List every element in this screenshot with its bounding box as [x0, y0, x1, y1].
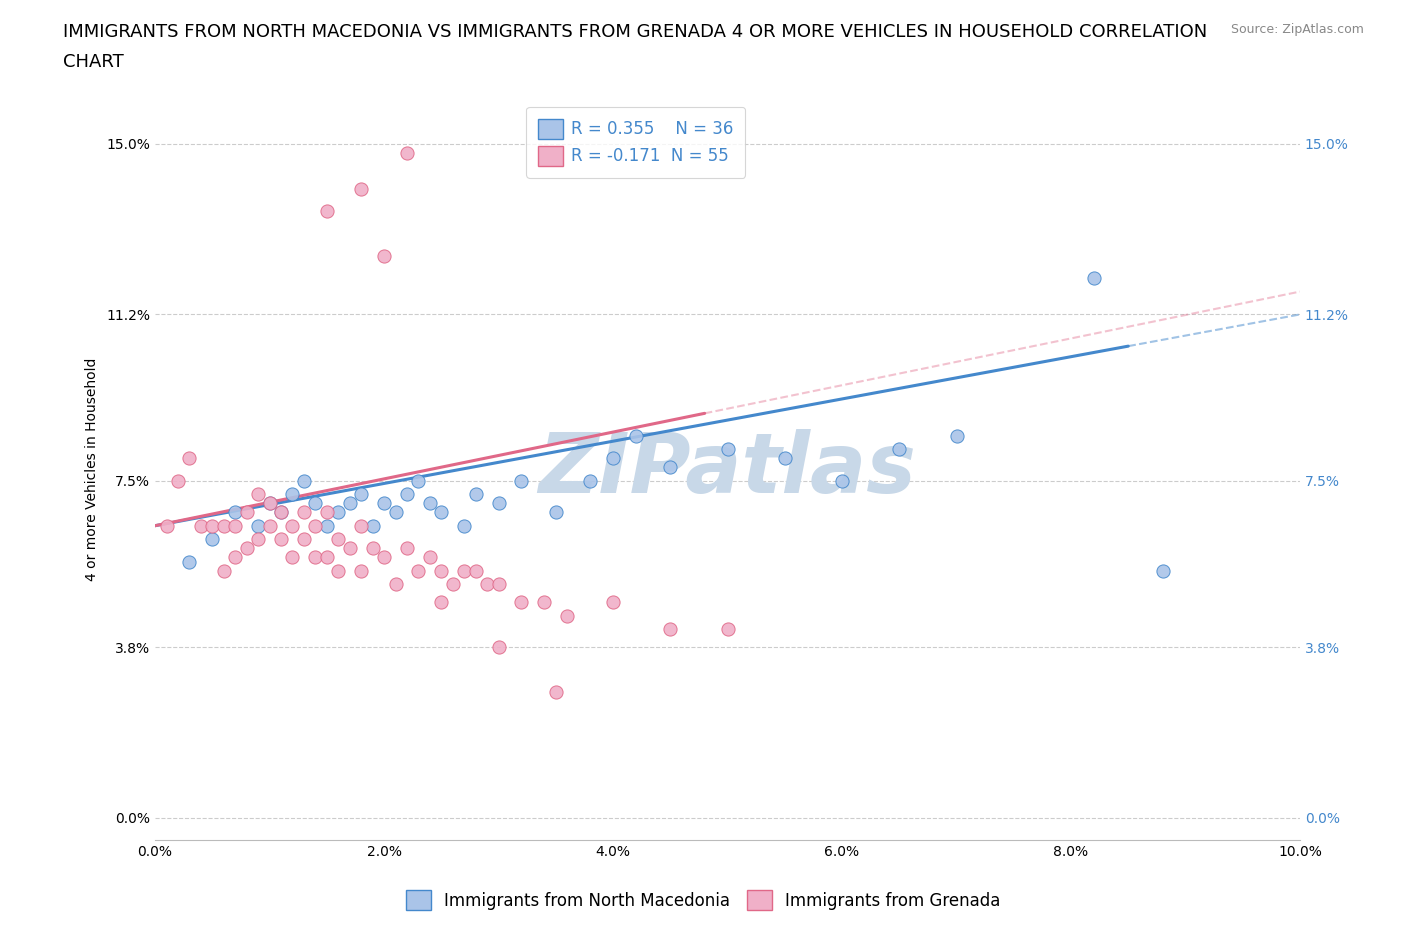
Point [259, 496, 281, 511]
Y-axis label: 4 or more Vehicles in Household: 4 or more Vehicles in Household [86, 358, 100, 581]
Point [201, 532, 224, 547]
Point [212, 518, 235, 533]
Point [373, 496, 395, 511]
Point [361, 540, 384, 555]
Point [659, 621, 682, 636]
Point [281, 550, 304, 565]
Point [350, 564, 373, 578]
Point [488, 577, 510, 591]
Point [315, 204, 337, 219]
Point [167, 473, 190, 488]
Point [350, 181, 373, 196]
Point [315, 518, 337, 533]
Point [304, 518, 326, 533]
Point [602, 451, 624, 466]
Point [624, 429, 647, 444]
Point [281, 486, 304, 501]
Point [384, 577, 406, 591]
Point [259, 496, 281, 511]
Point [361, 518, 384, 533]
Point [408, 473, 430, 488]
Point [453, 518, 475, 533]
Point [224, 550, 246, 565]
Point [292, 505, 315, 520]
Point [510, 473, 533, 488]
Point [488, 640, 510, 655]
Point [602, 594, 624, 609]
Point [945, 429, 967, 444]
Point [831, 473, 853, 488]
Point [247, 518, 270, 533]
Point [544, 684, 567, 699]
Point [328, 564, 350, 578]
Point [441, 577, 464, 591]
Point [373, 248, 395, 263]
Point [292, 532, 315, 547]
Point [889, 442, 911, 457]
Point [716, 442, 738, 457]
Point [304, 496, 326, 511]
Point [224, 505, 246, 520]
Point [430, 594, 453, 609]
Text: Source: ZipAtlas.com: Source: ZipAtlas.com [1230, 23, 1364, 36]
Point [408, 564, 430, 578]
Point [328, 505, 350, 520]
Point [555, 608, 578, 623]
Point [475, 577, 498, 591]
Legend: R = 0.355    N = 36, R = -0.171  N = 55: R = 0.355 N = 36, R = -0.171 N = 55 [526, 107, 745, 178]
Point [292, 473, 315, 488]
Point [259, 518, 281, 533]
Point [395, 145, 418, 160]
Point [544, 505, 567, 520]
Point [533, 594, 555, 609]
Point [659, 459, 682, 474]
Text: CHART: CHART [63, 53, 124, 71]
Point [224, 518, 246, 533]
Point [270, 532, 292, 547]
Point [453, 564, 475, 578]
Point [190, 518, 212, 533]
Text: ZIPatlas: ZIPatlas [538, 429, 917, 510]
Point [339, 496, 361, 511]
Point [304, 550, 326, 565]
Point [373, 550, 395, 565]
Point [488, 496, 510, 511]
Point [1152, 564, 1174, 578]
Legend: Immigrants from North Macedonia, Immigrants from Grenada: Immigrants from North Macedonia, Immigra… [399, 884, 1007, 917]
Point [270, 505, 292, 520]
Point [328, 532, 350, 547]
Point [179, 554, 201, 569]
Point [464, 564, 486, 578]
Point [716, 621, 738, 636]
Point [395, 486, 418, 501]
Point [350, 486, 373, 501]
Point [201, 518, 224, 533]
Point [430, 564, 453, 578]
Point [247, 532, 270, 547]
Point [179, 451, 201, 466]
Point [464, 486, 486, 501]
Point [247, 486, 270, 501]
Point [419, 550, 441, 565]
Point [315, 505, 337, 520]
Point [270, 505, 292, 520]
Point [419, 496, 441, 511]
Text: IMMIGRANTS FROM NORTH MACEDONIA VS IMMIGRANTS FROM GRENADA 4 OR MORE VEHICLES IN: IMMIGRANTS FROM NORTH MACEDONIA VS IMMIG… [63, 23, 1208, 41]
Point [773, 451, 796, 466]
Point [395, 540, 418, 555]
Point [579, 473, 602, 488]
Point [155, 518, 177, 533]
Point [212, 564, 235, 578]
Point [235, 505, 257, 520]
Point [510, 594, 533, 609]
Point [315, 550, 337, 565]
Point [350, 518, 373, 533]
Point [235, 540, 257, 555]
Point [281, 518, 304, 533]
Point [1083, 271, 1105, 286]
Point [339, 540, 361, 555]
Point [430, 505, 453, 520]
Point [384, 505, 406, 520]
